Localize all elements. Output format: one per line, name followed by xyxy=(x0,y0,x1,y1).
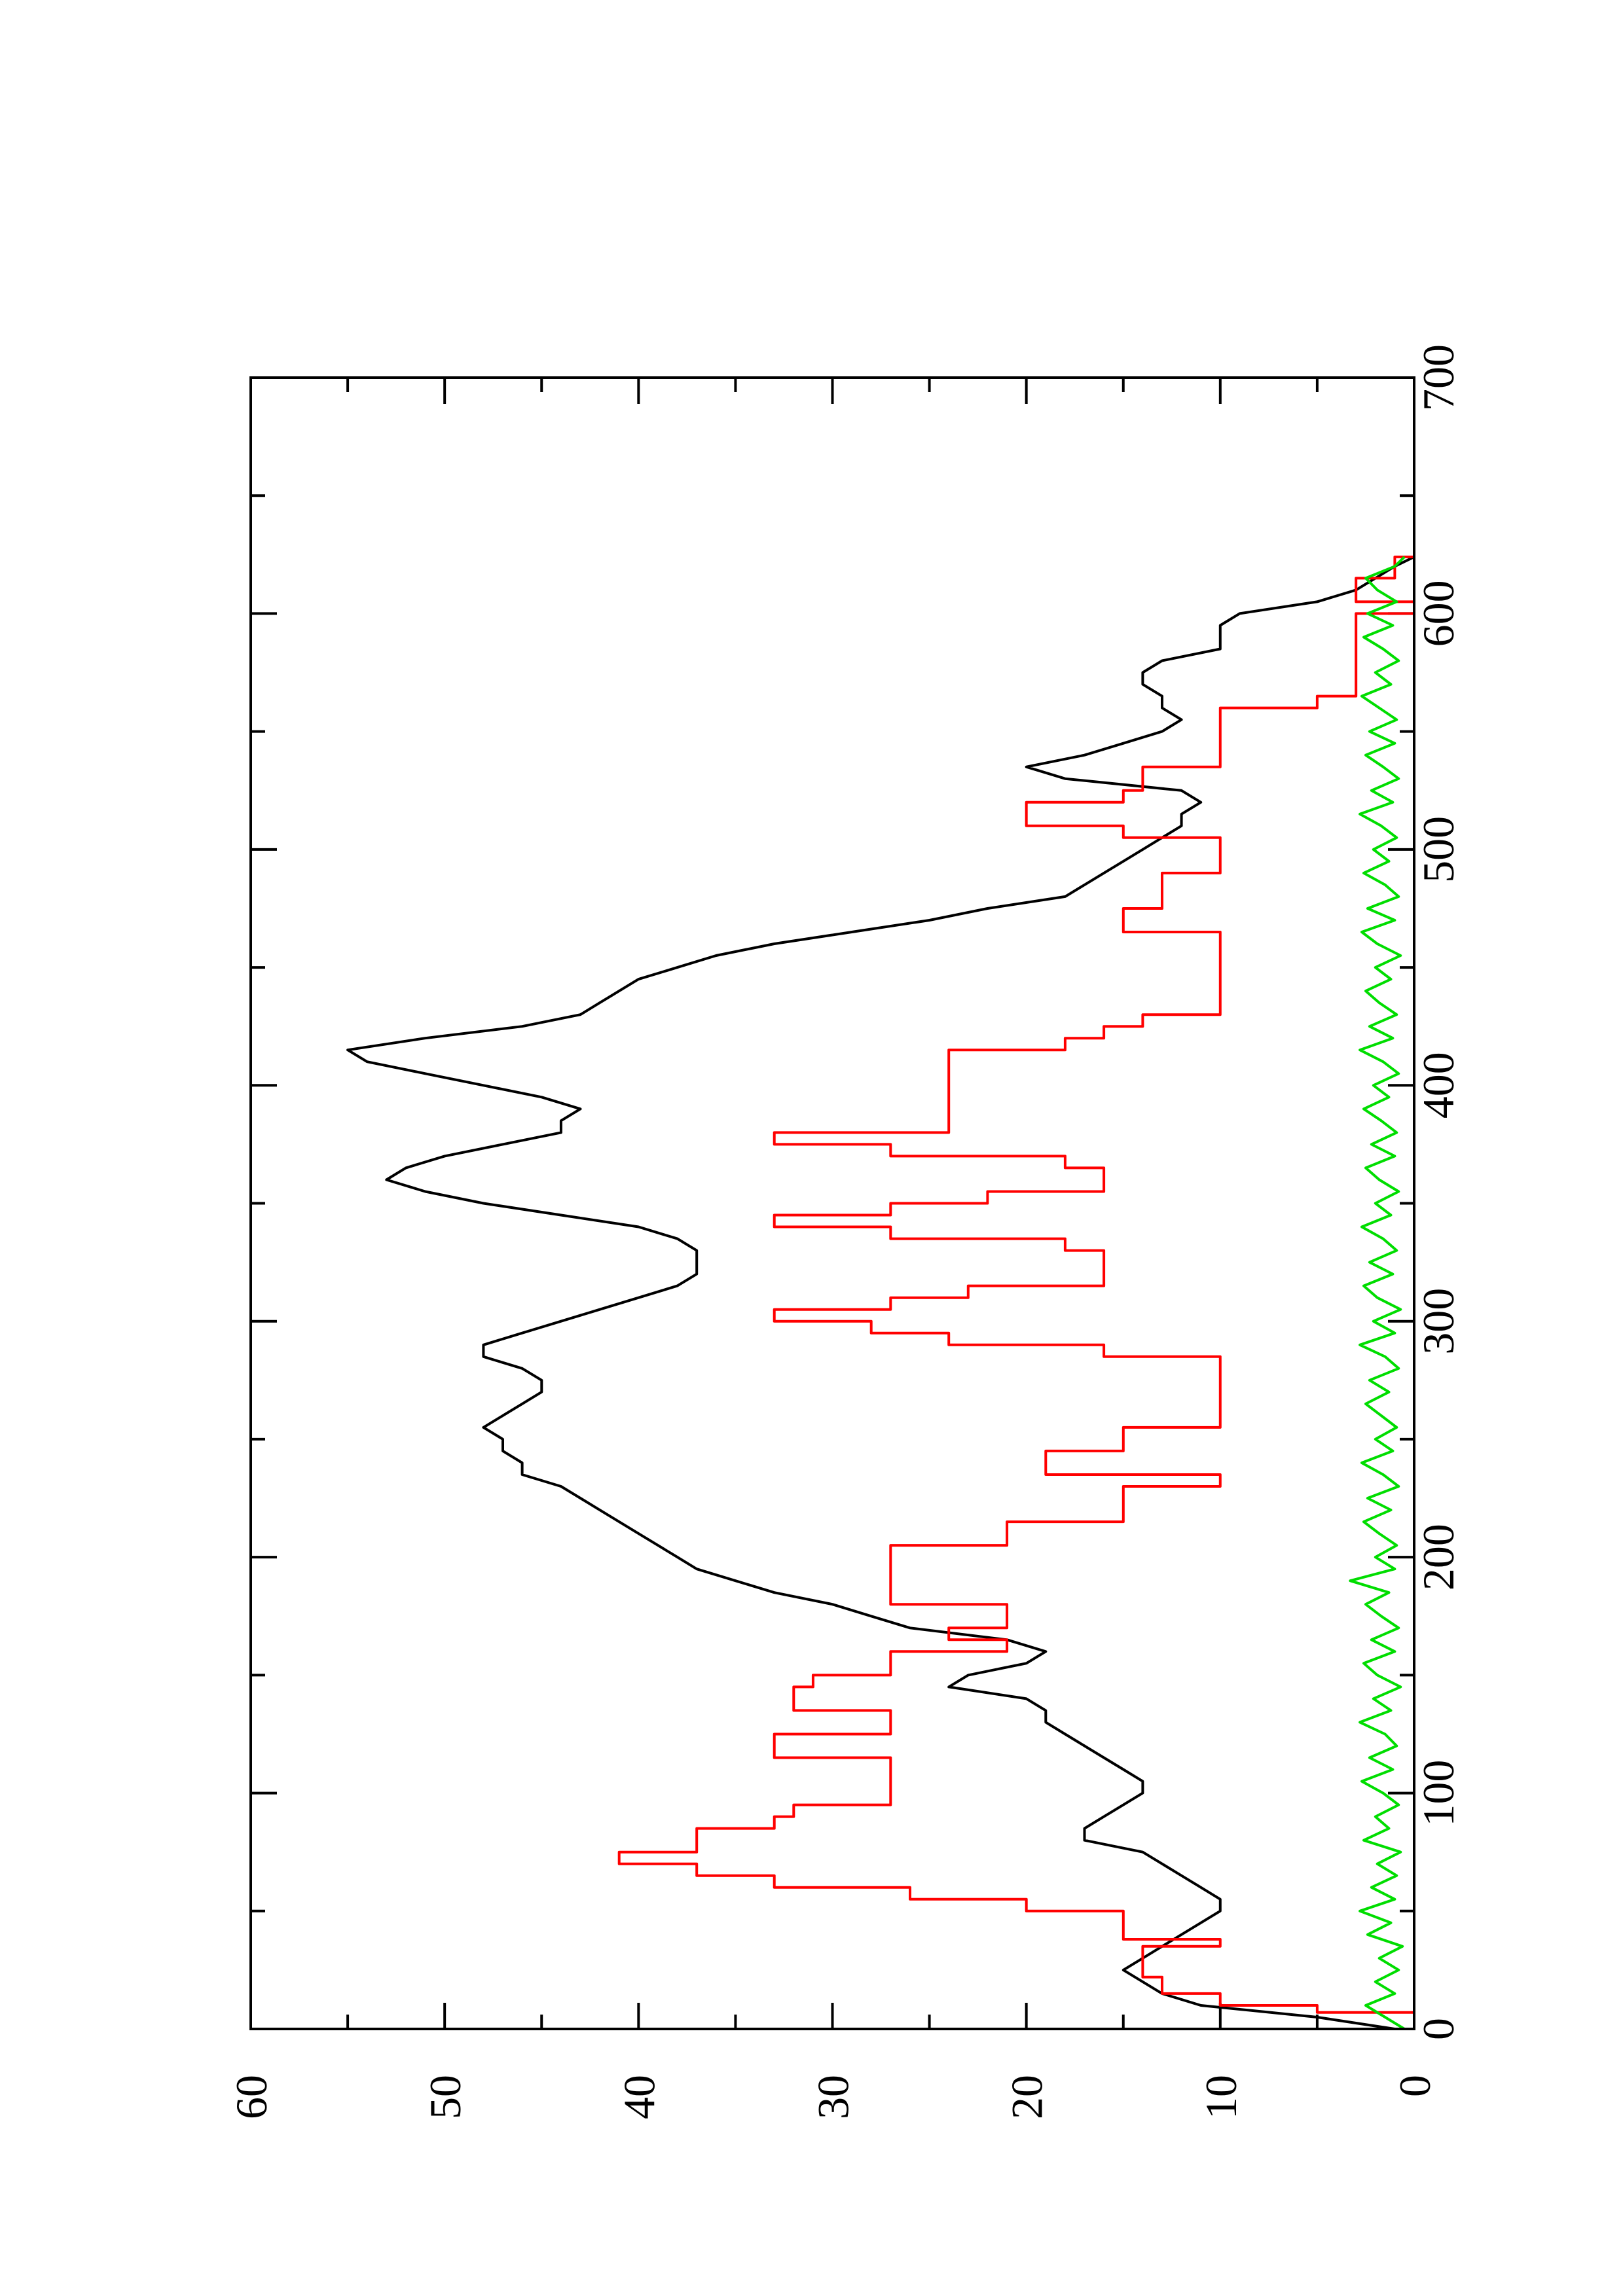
x-tick-label: 200 xyxy=(1413,1524,1463,1590)
axis-tick-labels: 0 100 200 300 400 500 600 700 0 10 20 30 40 50 60 xyxy=(227,344,1463,2119)
x-tick-label: 500 xyxy=(1413,816,1463,883)
x-tick-label: 100 xyxy=(1413,1760,1463,1827)
x-tick-label: 0 xyxy=(1413,2018,1463,2040)
x-tick-label: 600 xyxy=(1413,580,1463,647)
plot-frame xyxy=(249,376,1415,2030)
y-tick-label: 30 xyxy=(809,2075,858,2119)
series-red-step xyxy=(617,555,1415,2029)
series-black-line xyxy=(346,556,1415,2030)
x-tick-label: 300 xyxy=(1413,1288,1463,1355)
y-tick-label: 0 xyxy=(1390,2075,1440,2097)
series-layer xyxy=(346,555,1415,2030)
x-tick-label: 700 xyxy=(1413,344,1463,411)
y-tick-label: 60 xyxy=(227,2075,276,2119)
x-tick-label: 400 xyxy=(1413,1052,1463,1119)
y-tick-label: 40 xyxy=(614,2075,664,2119)
y-tick-label: 20 xyxy=(1002,2075,1052,2119)
y-tick-label: 10 xyxy=(1196,2075,1246,2119)
series-green-line xyxy=(1349,556,1406,2030)
y-tick-label: 50 xyxy=(420,2075,470,2119)
